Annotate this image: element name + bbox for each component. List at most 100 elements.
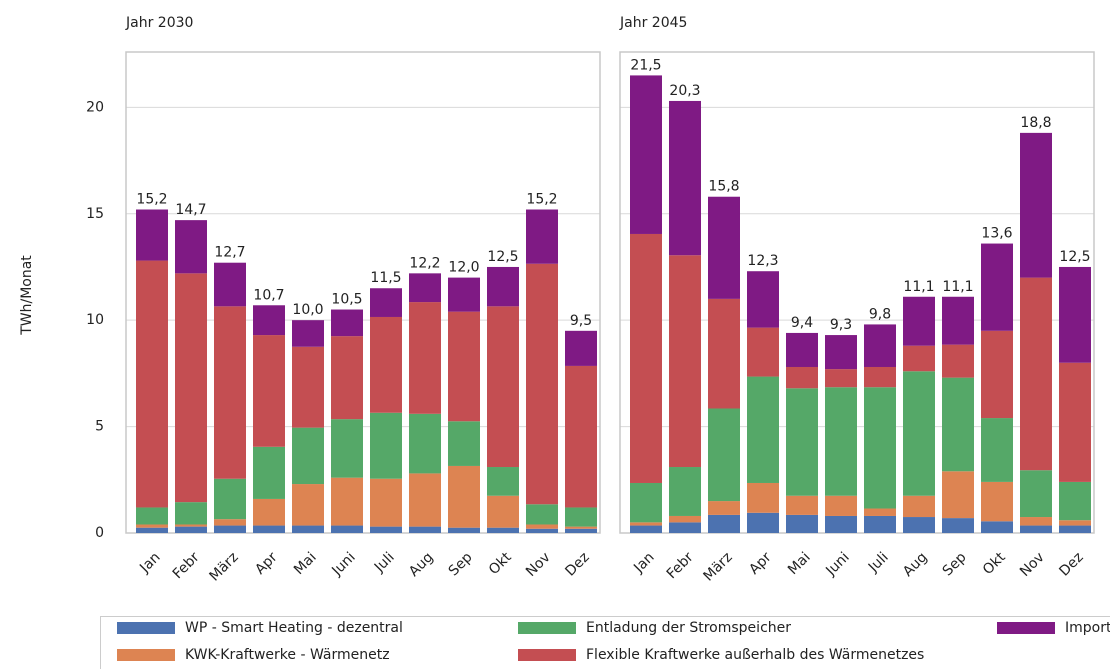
legend-label: Entladung der Stromspeicher [586,620,791,636]
total-label: 10,7 [253,287,284,303]
bar-segment [708,514,740,533]
x-tick-label: März [700,549,735,584]
panel-title: Jahr 2045 [619,15,687,31]
bar-segment [409,473,441,527]
bar-segment [175,526,207,533]
x-tick-label: Nov [1017,549,1048,580]
legend-swatch [117,649,175,661]
bar-segment [903,371,935,496]
total-label: 13,6 [981,226,1012,242]
bar-segment [526,504,558,525]
bar-segment [487,527,519,533]
bar-segment [253,305,285,336]
x-tick-label: Sep [940,549,970,579]
legend-label: WP - Smart Heating - dezentral [185,620,403,636]
bar-segment [747,376,779,483]
bar-segment [175,502,207,525]
bar-segment [1059,266,1091,363]
bar-segment [253,525,285,533]
bar-segment [825,495,857,516]
bar-segment [526,524,558,529]
bar-segment [669,522,701,533]
bar-segment [331,477,363,526]
bar-segment [487,306,519,468]
bar-segment [786,514,818,533]
bar-segment [136,209,168,261]
bar-segment [981,521,1013,533]
bar-segment [487,495,519,528]
total-label: 9,8 [869,306,891,322]
x-tick-label: Juli [371,549,398,576]
total-label: 10,5 [331,292,362,308]
bar-segment [864,366,896,388]
bar-segment [669,467,701,516]
panel-title: Jahr 2030 [125,15,193,31]
bar-segment [331,336,363,420]
legend-box [100,616,1110,669]
bar-segment [565,526,597,529]
legend-label: Flexible Kraftwerke außerhalb des Wärmen… [586,647,924,663]
bar-segment [864,387,896,509]
legend-swatch [518,649,576,661]
bar-segment [942,518,974,533]
bar-segment [630,233,662,483]
bar-segment [136,507,168,525]
bar-segment [669,255,701,468]
bar-segment [253,498,285,526]
bar-segment [825,387,857,496]
bar-segment [370,412,402,479]
total-label: 12,5 [1059,249,1090,265]
x-tick-label: Okt [980,549,1009,578]
legend-label: KWK-Kraftwerke - Wärmenetz [185,647,390,663]
bar-segment [565,365,597,508]
total-label: 10,0 [292,302,323,318]
total-label: 12,7 [214,245,245,261]
legend-swatch [518,622,576,634]
legend-label: Import [1065,620,1110,636]
bar-segment [903,345,935,372]
bar-segment [1020,470,1052,518]
bar-segment [214,262,246,307]
total-label: 20,3 [669,83,700,99]
bar-segment [981,330,1013,419]
total-label: 11,1 [903,279,934,295]
bar-segment [487,266,519,307]
bar-segment [786,388,818,496]
y-axis-label: TWh/Monat [19,255,35,336]
bar-segment [175,524,207,527]
x-tick-label: Mai [785,549,814,578]
bar-segment [370,288,402,317]
x-tick-label: Febr [664,549,697,582]
bar-segment [487,467,519,496]
total-label: 12,3 [747,253,778,269]
x-tick-label: Nov [523,549,554,580]
total-label: 11,1 [942,279,973,295]
total-label: 11,5 [370,270,401,286]
bar-segment [708,298,740,409]
total-label: 9,3 [830,317,852,333]
bar-segment [903,296,935,346]
bar-segment [526,528,558,533]
bar-segment [331,525,363,533]
bar-segment [292,484,324,526]
bar-segment [448,527,480,533]
bar-segment [448,277,480,312]
legend-swatch [997,622,1055,634]
total-label: 15,2 [136,191,167,207]
bar-segment [942,296,974,345]
x-tick-label: Apr [746,549,775,578]
bar-segment [292,346,324,428]
bar-segment [903,517,935,533]
bar-segment [630,482,662,523]
x-tick-label: Juli [865,549,892,576]
bar-segment [786,366,818,389]
bar-segment [942,471,974,519]
bar-segment [526,209,558,264]
bar-segment [253,446,285,499]
bar-segment [669,100,701,256]
x-tick-label: Mai [291,549,320,578]
bar-segment [1020,277,1052,471]
bar-segment [981,418,1013,482]
total-label: 12,2 [409,255,440,271]
y-tick-label: 5 [95,419,104,435]
